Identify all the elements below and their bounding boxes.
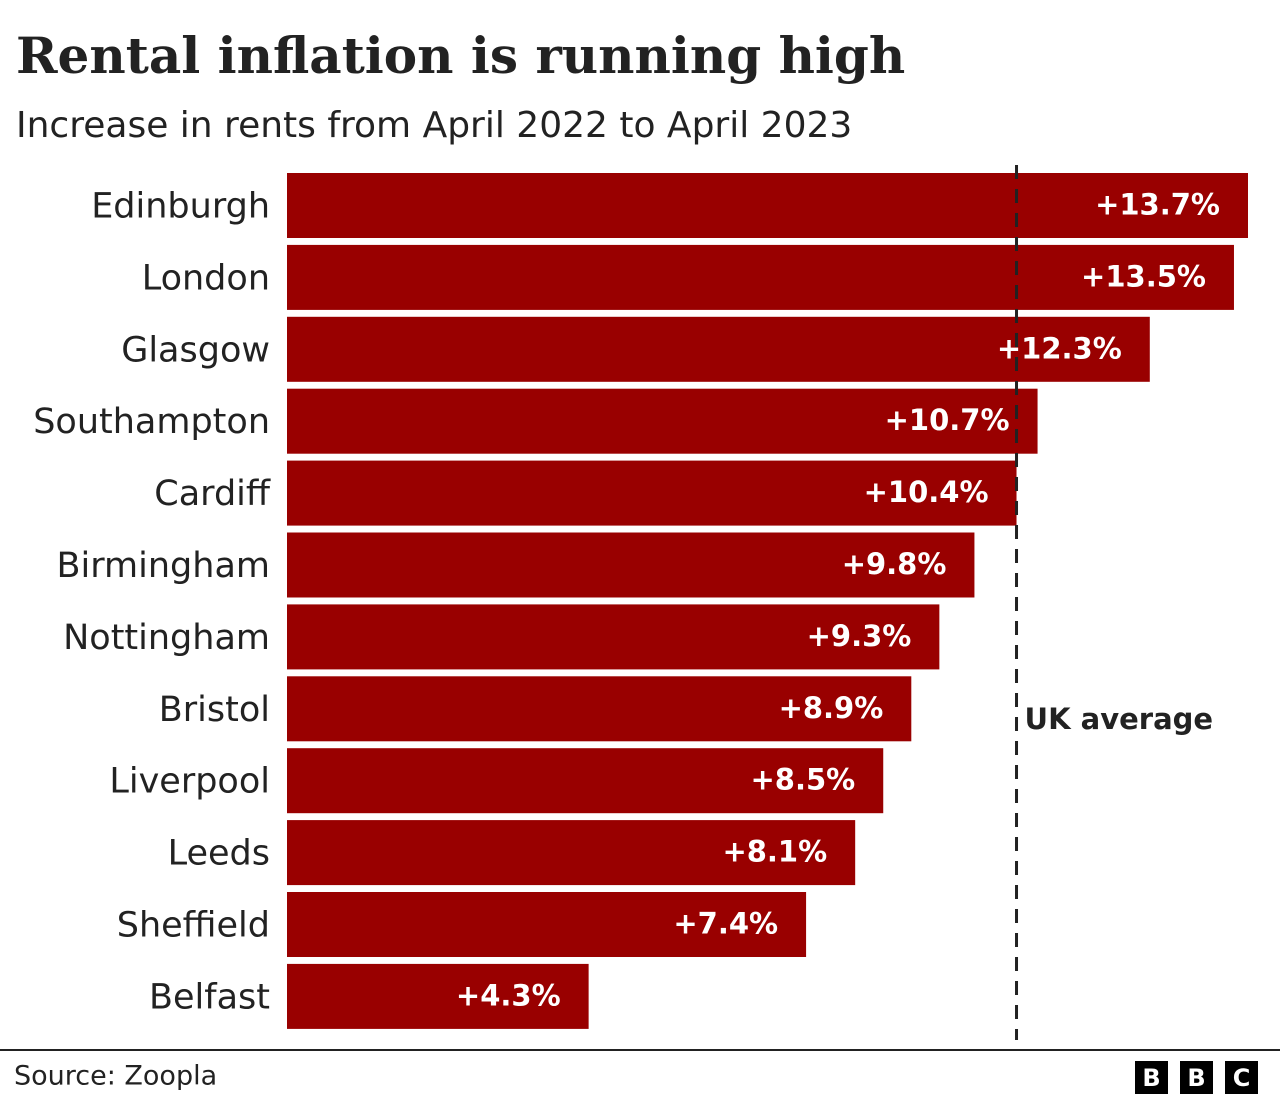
logo-box [1135, 1061, 1168, 1094]
bar [287, 820, 856, 886]
chart-title: Rental inflation is running high [16, 26, 905, 85]
logo-box [1180, 1061, 1213, 1094]
bar [287, 963, 589, 1029]
source: Source: Zoopla [14, 1061, 217, 1092]
logo-letter: B [1142, 1064, 1160, 1092]
category-label: Glasgow [121, 330, 270, 370]
category-label: Birmingham [57, 546, 270, 586]
value-label: +7.4% [673, 907, 778, 941]
bar [287, 173, 1248, 238]
category-label: London [142, 258, 270, 298]
logo-letter: C [1233, 1064, 1251, 1092]
category-label: Southampton [33, 402, 270, 442]
reference-label: UK average [1025, 702, 1214, 736]
bar [287, 532, 975, 598]
category-label: Leeds [168, 834, 270, 874]
category-label: Belfast [149, 977, 270, 1017]
logo-letter: B [1187, 1064, 1205, 1092]
category-label: Bristol [159, 690, 270, 730]
value-label: +9.8% [842, 547, 947, 581]
category-label: Edinburgh [91, 187, 270, 227]
category-label: Nottingham [63, 618, 270, 658]
chart-subtitle: Increase in rents from April 2022 to Apr… [16, 105, 852, 146]
category-label: Liverpool [109, 762, 270, 802]
logo-box [1225, 1061, 1258, 1094]
bar [287, 892, 807, 957]
bar [287, 676, 912, 742]
value-label: +13.7% [1095, 188, 1220, 222]
value-label: +10.4% [864, 475, 989, 509]
bar [287, 460, 1017, 526]
value-label: +8.9% [779, 691, 884, 725]
bar [287, 244, 1234, 310]
value-label: +8.5% [751, 763, 856, 797]
category-label: Cardiff [154, 474, 271, 514]
value-label: +13.5% [1081, 259, 1206, 293]
value-label: +8.1% [722, 835, 827, 869]
value-label: +9.3% [807, 619, 912, 653]
bar [287, 748, 884, 814]
value-label: +10.7% [885, 403, 1010, 437]
bar [287, 316, 1150, 382]
category-label: Sheffield [117, 906, 270, 946]
bar [287, 388, 1038, 454]
value-label: +4.3% [456, 978, 561, 1012]
bar [287, 604, 940, 670]
